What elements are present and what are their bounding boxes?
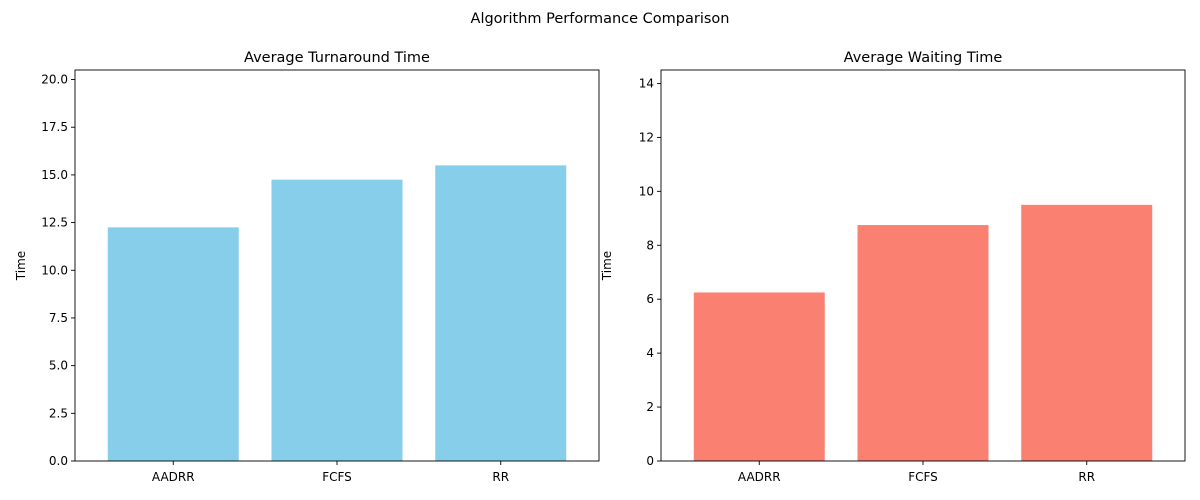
y-tick-label: 12	[639, 130, 654, 144]
y-tick-label: 12.5	[41, 216, 68, 230]
y-tick-label: 6	[646, 292, 654, 306]
y-tick-label: 10.0	[41, 263, 68, 277]
y-tick-label: 15.0	[41, 168, 68, 182]
y-tick-label: 4	[646, 346, 654, 360]
bar-rr	[435, 165, 567, 461]
x-tick-label: AADRR	[152, 470, 195, 484]
y-tick-label: 20.0	[41, 73, 68, 87]
y-tick-label: 7.5	[49, 311, 68, 325]
y-tick-label: 5.0	[49, 359, 68, 373]
bar-aadrr	[693, 292, 825, 461]
y-tick-label: 2.5	[49, 406, 68, 420]
charts-container: 0.0 2.5 5.0 7.5 10.0 12.5 15.0 17.5 20.0 AADRR FCF…	[14, 50, 1186, 484]
chart-turnaround: 0.0 2.5 5.0 7.5 10.0 12.5 15.0 17.5 20.0 AADRR FCF…	[14, 50, 600, 484]
y-tick-label: 2	[646, 400, 654, 414]
bar-rr	[1021, 204, 1153, 461]
bar-fcfs	[857, 225, 989, 461]
chart-waiting: 0 2 4 6 8 10 12 14 AADRR FCFS RR Average Waiting Ti…	[600, 50, 1186, 484]
y-tick-label: 10	[639, 184, 654, 198]
bar-fcfs	[271, 179, 403, 462]
figure-suptitle: Algorithm Performance Comparison	[471, 11, 730, 27]
x-tick-label: FCFS	[908, 470, 938, 484]
y-tick-label: 14	[639, 76, 654, 90]
chart-title: Average Waiting Time	[844, 50, 1003, 66]
x-tick-label: AADRR	[738, 470, 781, 484]
bar-aadrr	[107, 227, 239, 461]
y-axis-label: Time	[600, 251, 614, 281]
y-axis-label: Time	[14, 251, 28, 281]
chart-title: Average Turnaround Time	[244, 50, 430, 66]
y-tick-label: 0.0	[49, 454, 68, 468]
y-tick-label: 17.5	[41, 120, 68, 134]
x-tick-label: RR	[492, 470, 509, 484]
y-tick-label: 0	[646, 454, 654, 468]
x-tick-label: RR	[1078, 470, 1095, 484]
y-tick-label: 8	[646, 238, 654, 252]
x-tick-label: FCFS	[322, 470, 352, 484]
